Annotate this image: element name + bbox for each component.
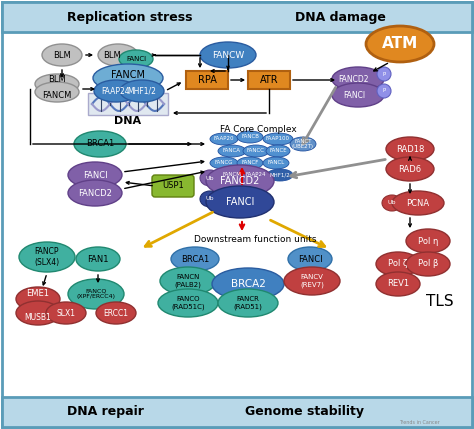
Ellipse shape <box>266 145 290 157</box>
Ellipse shape <box>237 157 263 169</box>
Text: FA Core Complex: FA Core Complex <box>219 124 296 133</box>
Text: FANCD2: FANCD2 <box>220 176 260 186</box>
Ellipse shape <box>406 252 450 276</box>
Text: FANCI: FANCI <box>82 170 107 179</box>
Ellipse shape <box>206 165 274 197</box>
Ellipse shape <box>212 268 284 300</box>
Text: ATR: ATR <box>260 75 278 85</box>
Ellipse shape <box>210 157 238 169</box>
Text: FANCG: FANCG <box>215 160 233 166</box>
Text: REV1: REV1 <box>387 280 409 288</box>
Text: FAAP100: FAAP100 <box>266 136 290 142</box>
Ellipse shape <box>68 279 124 309</box>
Text: Trends in Cancer: Trends in Cancer <box>399 420 440 426</box>
Ellipse shape <box>377 84 391 98</box>
Text: Ub: Ub <box>206 175 214 181</box>
Text: ATM: ATM <box>382 36 418 51</box>
Text: FANCV
(REV7): FANCV (REV7) <box>300 274 324 288</box>
Text: FANCD2: FANCD2 <box>339 75 369 84</box>
Text: BLM: BLM <box>103 51 121 60</box>
Ellipse shape <box>218 169 246 181</box>
FancyBboxPatch shape <box>152 175 194 197</box>
Ellipse shape <box>284 267 340 295</box>
Text: FAN1: FAN1 <box>87 254 109 263</box>
Text: Replication stress: Replication stress <box>67 10 193 24</box>
Text: FAAP24: FAAP24 <box>246 172 266 178</box>
Text: Pol η: Pol η <box>418 236 438 245</box>
Text: P: P <box>383 88 386 94</box>
Ellipse shape <box>218 289 278 317</box>
FancyBboxPatch shape <box>88 93 168 115</box>
Text: FANCW: FANCW <box>212 51 244 60</box>
Ellipse shape <box>206 186 274 218</box>
Text: FANCI: FANCI <box>226 197 254 207</box>
Text: FANCA: FANCA <box>223 148 241 154</box>
Ellipse shape <box>19 242 75 272</box>
Text: FANCE: FANCE <box>269 148 287 154</box>
Text: FANCR
(RAD51): FANCR (RAD51) <box>234 296 263 310</box>
Ellipse shape <box>68 162 122 188</box>
Ellipse shape <box>16 301 60 325</box>
FancyBboxPatch shape <box>186 71 228 89</box>
Text: FAAP20: FAAP20 <box>214 136 234 142</box>
FancyBboxPatch shape <box>2 2 472 32</box>
Text: BRCA1: BRCA1 <box>181 254 209 263</box>
Text: P: P <box>383 72 386 76</box>
Ellipse shape <box>406 229 450 253</box>
Text: USP1: USP1 <box>162 181 184 190</box>
Ellipse shape <box>290 137 316 151</box>
Ellipse shape <box>200 191 220 207</box>
Text: FANCF: FANCF <box>241 160 259 166</box>
Ellipse shape <box>267 169 293 181</box>
Text: FAAP24: FAAP24 <box>102 87 130 96</box>
Ellipse shape <box>120 80 164 102</box>
Text: FANCM: FANCM <box>111 70 145 80</box>
Ellipse shape <box>46 302 86 324</box>
Text: BLM: BLM <box>53 51 71 60</box>
Text: FANCT
(UBE2T): FANCT (UBE2T) <box>292 139 314 149</box>
Text: RPA: RPA <box>198 75 217 85</box>
Ellipse shape <box>94 80 138 102</box>
Text: FANCQ
(XPF/ERCC4): FANCQ (XPF/ERCC4) <box>76 289 116 299</box>
Text: TLS: TLS <box>426 293 454 308</box>
Text: Ub: Ub <box>388 200 396 205</box>
Ellipse shape <box>76 247 120 271</box>
Text: BRCA1: BRCA1 <box>86 139 114 148</box>
Ellipse shape <box>93 64 163 92</box>
Ellipse shape <box>158 289 218 317</box>
Text: FANCB: FANCB <box>241 135 259 139</box>
Ellipse shape <box>200 170 220 186</box>
Ellipse shape <box>243 145 269 157</box>
Text: DNA repair: DNA repair <box>66 405 144 419</box>
Text: Pol β: Pol β <box>418 260 438 269</box>
Ellipse shape <box>332 67 384 91</box>
Text: Pol ζ: Pol ζ <box>388 260 408 269</box>
Ellipse shape <box>377 67 391 81</box>
Text: BLM: BLM <box>48 75 66 84</box>
Ellipse shape <box>218 145 246 157</box>
Ellipse shape <box>160 267 216 295</box>
Ellipse shape <box>171 247 219 271</box>
Text: Genome stability: Genome stability <box>246 405 365 419</box>
Text: DNA damage: DNA damage <box>294 10 385 24</box>
Text: EME1: EME1 <box>27 290 49 299</box>
Ellipse shape <box>376 272 420 296</box>
Text: FANCO
(RAD51C): FANCO (RAD51C) <box>171 296 205 310</box>
Text: FANCM: FANCM <box>42 91 72 100</box>
Ellipse shape <box>42 44 82 66</box>
Text: FANCL: FANCL <box>267 160 284 166</box>
Ellipse shape <box>16 287 60 311</box>
Text: FANCI: FANCI <box>126 56 146 62</box>
FancyBboxPatch shape <box>248 71 290 89</box>
Ellipse shape <box>392 191 444 215</box>
Text: RAD18: RAD18 <box>396 145 424 154</box>
Ellipse shape <box>386 157 434 181</box>
Text: MHF1/2: MHF1/2 <box>270 172 291 178</box>
FancyBboxPatch shape <box>2 397 472 427</box>
Text: ERCC1: ERCC1 <box>103 308 128 317</box>
Ellipse shape <box>35 74 79 94</box>
Text: MHF1/2: MHF1/2 <box>128 87 156 96</box>
Text: FANCN
(PALB2): FANCN (PALB2) <box>174 274 201 288</box>
Ellipse shape <box>242 169 270 181</box>
